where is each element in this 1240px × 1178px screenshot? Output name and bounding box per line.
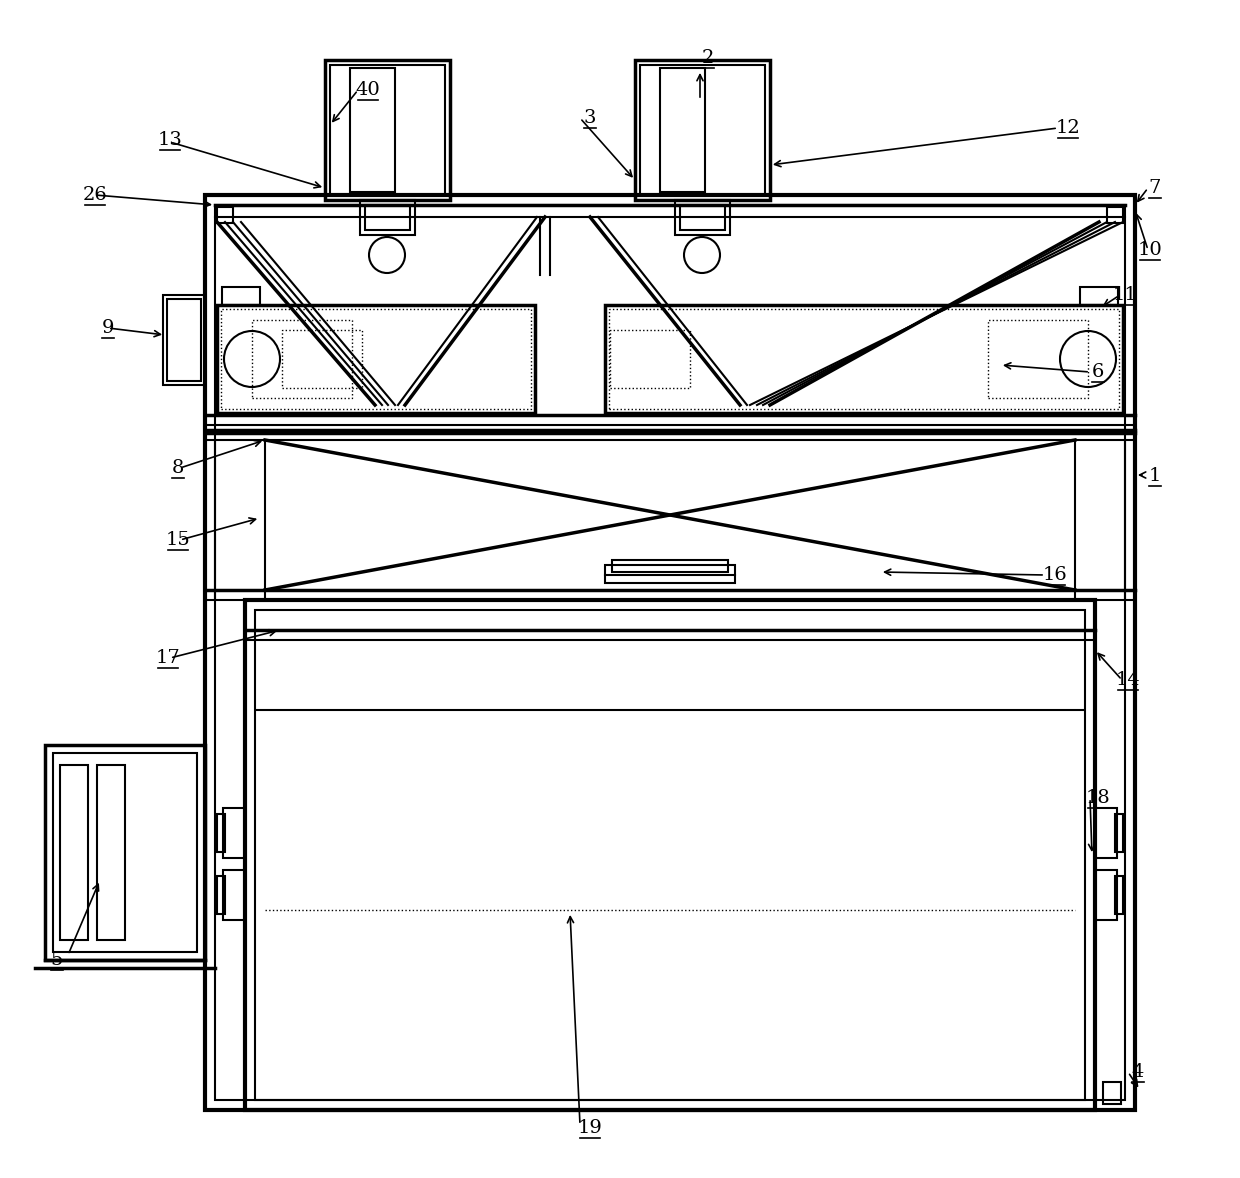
Text: 26: 26 bbox=[83, 186, 108, 204]
Bar bbox=[97, 765, 125, 940]
Bar bbox=[60, 765, 88, 940]
Bar bbox=[217, 876, 224, 914]
Text: 18: 18 bbox=[1086, 789, 1110, 807]
Bar bbox=[360, 200, 415, 234]
Bar bbox=[205, 196, 1135, 1110]
Text: 12: 12 bbox=[1055, 119, 1080, 137]
Bar bbox=[330, 65, 445, 196]
Bar bbox=[252, 320, 352, 398]
Text: 11: 11 bbox=[1112, 286, 1137, 304]
Bar bbox=[1115, 876, 1123, 914]
Text: 7: 7 bbox=[1148, 179, 1161, 197]
Bar bbox=[217, 305, 534, 413]
Bar bbox=[680, 205, 725, 230]
Text: 13: 13 bbox=[157, 131, 182, 148]
Bar bbox=[217, 207, 233, 223]
Bar bbox=[365, 205, 410, 230]
Bar bbox=[605, 565, 735, 583]
Text: 4: 4 bbox=[1132, 1063, 1145, 1081]
Text: 14: 14 bbox=[1116, 671, 1141, 689]
Bar bbox=[350, 68, 396, 192]
Bar bbox=[1080, 287, 1118, 305]
Bar bbox=[45, 744, 205, 960]
Bar bbox=[613, 560, 728, 573]
Text: 10: 10 bbox=[1137, 241, 1162, 259]
Bar bbox=[1095, 808, 1117, 858]
Bar bbox=[610, 330, 689, 388]
Bar bbox=[1104, 1083, 1121, 1104]
Text: 2: 2 bbox=[702, 49, 714, 67]
Bar bbox=[162, 294, 205, 385]
Text: 17: 17 bbox=[156, 649, 180, 667]
Bar bbox=[255, 610, 1085, 1100]
Text: 8: 8 bbox=[172, 459, 185, 477]
Bar bbox=[167, 299, 201, 380]
Bar bbox=[215, 205, 1125, 1100]
Bar bbox=[246, 600, 1095, 1110]
Bar bbox=[325, 60, 450, 200]
Text: 40: 40 bbox=[356, 81, 381, 99]
Text: 16: 16 bbox=[1043, 565, 1068, 584]
Bar bbox=[675, 200, 730, 234]
Text: 15: 15 bbox=[166, 531, 191, 549]
Bar bbox=[1095, 871, 1117, 920]
Text: 3: 3 bbox=[584, 110, 596, 127]
Text: 1: 1 bbox=[1148, 466, 1161, 485]
Bar bbox=[223, 808, 246, 858]
Bar bbox=[53, 753, 197, 952]
Bar bbox=[635, 60, 770, 200]
Text: 19: 19 bbox=[578, 1119, 603, 1137]
Text: 6: 6 bbox=[1091, 363, 1104, 380]
Bar bbox=[1107, 207, 1123, 223]
Bar bbox=[640, 65, 765, 196]
Bar bbox=[988, 320, 1087, 398]
Bar bbox=[221, 309, 531, 409]
Bar bbox=[609, 309, 1118, 409]
Text: 9: 9 bbox=[102, 319, 114, 337]
Bar bbox=[1115, 814, 1123, 852]
Bar bbox=[222, 287, 260, 305]
Bar bbox=[223, 871, 246, 920]
Bar bbox=[281, 330, 362, 388]
Bar bbox=[217, 814, 224, 852]
Text: 5: 5 bbox=[51, 951, 63, 969]
Bar bbox=[660, 68, 706, 192]
Bar bbox=[605, 305, 1123, 413]
